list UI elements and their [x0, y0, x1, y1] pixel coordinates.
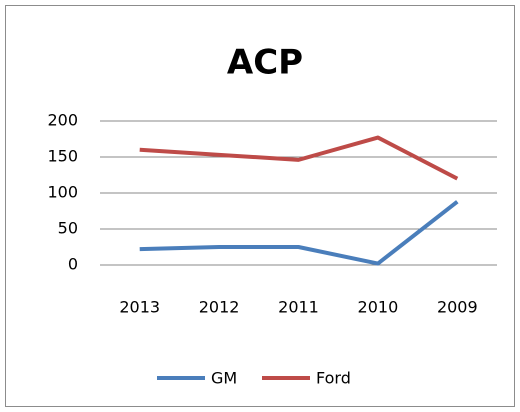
x-tick-label: 2011 — [278, 298, 319, 317]
y-tick-label: 150 — [47, 147, 78, 166]
legend-label: GM — [211, 369, 237, 388]
y-tick-label: 200 — [47, 111, 78, 130]
x-tick-label: 2009 — [437, 298, 478, 317]
chart-title: ACP — [227, 43, 303, 83]
chart-border — [5, 5, 515, 407]
y-tick-label: 50 — [58, 219, 78, 238]
y-tick-label: 100 — [47, 183, 78, 202]
x-tick-label: 2010 — [358, 298, 399, 317]
legend-label: Ford — [316, 369, 351, 388]
series-line — [139, 200, 459, 266]
x-tick-label: 2013 — [119, 298, 160, 317]
x-tick-label: 2012 — [199, 298, 240, 317]
y-tick-label: 0 — [68, 255, 78, 274]
series-line — [139, 135, 459, 181]
